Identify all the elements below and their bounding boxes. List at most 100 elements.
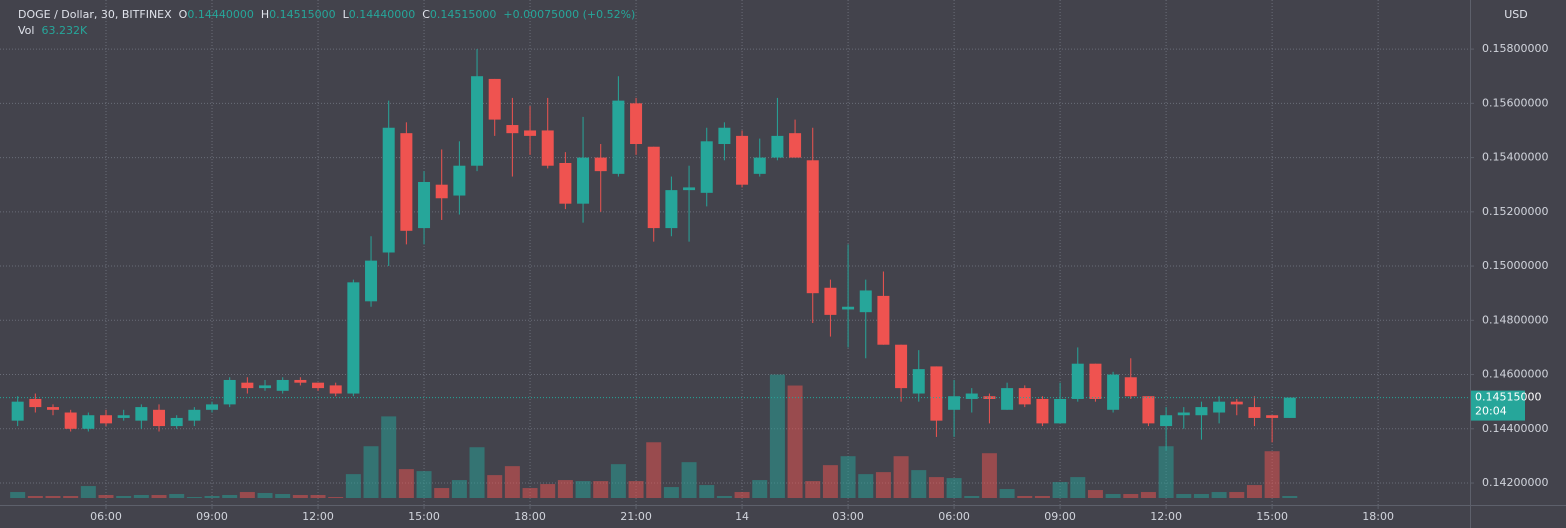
candle-body [859,290,872,313]
candle-body [806,160,819,294]
y-tick-label: 0.15800000 [1482,42,1548,55]
x-tick-label: 18:00 [514,510,546,523]
price-legend: DOGE / Dollar, 30, BITFINEX O0.14440000 … [18,7,635,23]
volume-bar [381,416,397,498]
volume-bar [752,480,768,498]
volume-bar [681,462,697,498]
candle-body [1160,415,1173,427]
volume-bar [45,496,61,498]
volume-bar [1229,492,1245,498]
volume-bar [946,478,962,498]
volume-bar [239,492,255,498]
volume-bar [540,484,556,498]
h-value: 0.14515000 [269,8,336,21]
volume-bar [469,447,485,498]
volume-bar [151,495,167,498]
candle-body [948,396,961,410]
candle-body [594,157,607,172]
y-tick-label: 0.14200000 [1482,476,1548,489]
volume-bar [133,495,149,498]
y-tick-label: 0.15200000 [1482,205,1548,218]
candle-body [1195,407,1208,416]
candle-body [29,398,42,408]
l-key: L [342,8,349,21]
volume-bar [928,477,944,498]
volume-bar [557,480,573,498]
candle-body [82,415,95,429]
volume-bar [522,488,538,498]
candle-body [1213,401,1226,413]
candle-body [1248,407,1261,418]
candle-body [135,407,148,421]
volume-bar [363,446,379,498]
candle-body [1001,388,1014,410]
volume-bar [98,495,114,498]
volume-bar [204,496,220,498]
volume-bar [1123,494,1139,498]
volume-bar [1282,496,1298,498]
candle-body [665,190,678,229]
candle-body [1230,401,1243,405]
candle-body [930,366,943,421]
x-tick-label: 15:00 [408,510,440,523]
o-value: 0.14440000 [187,8,254,21]
vol-value: 63.232K [41,24,88,37]
volume-bar [398,469,414,498]
volume-bar [1246,485,1262,498]
candle-body [824,287,837,315]
candle-body [683,187,696,191]
candle-body [488,78,501,120]
candle-body [453,165,466,196]
volume-bar [275,494,291,498]
volume-bar [328,497,344,498]
candle-body [400,133,413,231]
candle-body [559,162,572,204]
x-tick-label: 09:00 [196,510,228,523]
symbol: DOGE / Dollar, 30, BITFINEX [18,8,172,21]
volume-bar [63,496,79,498]
volume-bar [451,480,467,498]
x-tick-label: 03:00 [832,510,864,523]
candle-body [965,393,978,399]
candle-body [789,133,802,158]
candle-body [877,295,890,345]
volume-bar [1193,494,1209,498]
candle-body [612,100,625,174]
candle-body [541,130,554,166]
x-tick-label: 09:00 [1044,510,1076,523]
currency-button[interactable]: USD [1504,8,1528,21]
candle-body [170,417,183,427]
candle-body [312,382,325,389]
volume-bar [1017,496,1033,498]
volume-bar [628,481,644,498]
last-price-badge [1471,390,1525,421]
candle-body [506,125,519,134]
legend: DOGE / Dollar, 30, BITFINEX O0.14440000 … [18,7,635,39]
volume-bar [663,487,679,498]
y-tick-label: 0.14400000 [1482,422,1548,435]
volume-bar [10,492,26,498]
volume-bar [1105,494,1121,498]
candle-body [1054,398,1067,424]
volume-bar [981,453,997,498]
volume-bar [80,486,96,498]
candle-body [1089,363,1102,399]
volume-bar [964,496,980,498]
candle-body [912,369,925,394]
volume-bar [822,465,838,498]
volume-bar [893,456,909,498]
volume-bar [434,488,450,498]
candle-body [1142,396,1155,424]
candle-body [647,146,660,229]
candle-body [329,385,342,394]
x-tick-label: 21:00 [620,510,652,523]
o-key: O [178,8,188,21]
volume-bar [1211,492,1227,498]
candle-body [577,157,590,204]
candle-body [842,306,855,310]
volume-bar [716,496,732,498]
candle-body [382,127,395,253]
volume-bar [169,494,185,498]
